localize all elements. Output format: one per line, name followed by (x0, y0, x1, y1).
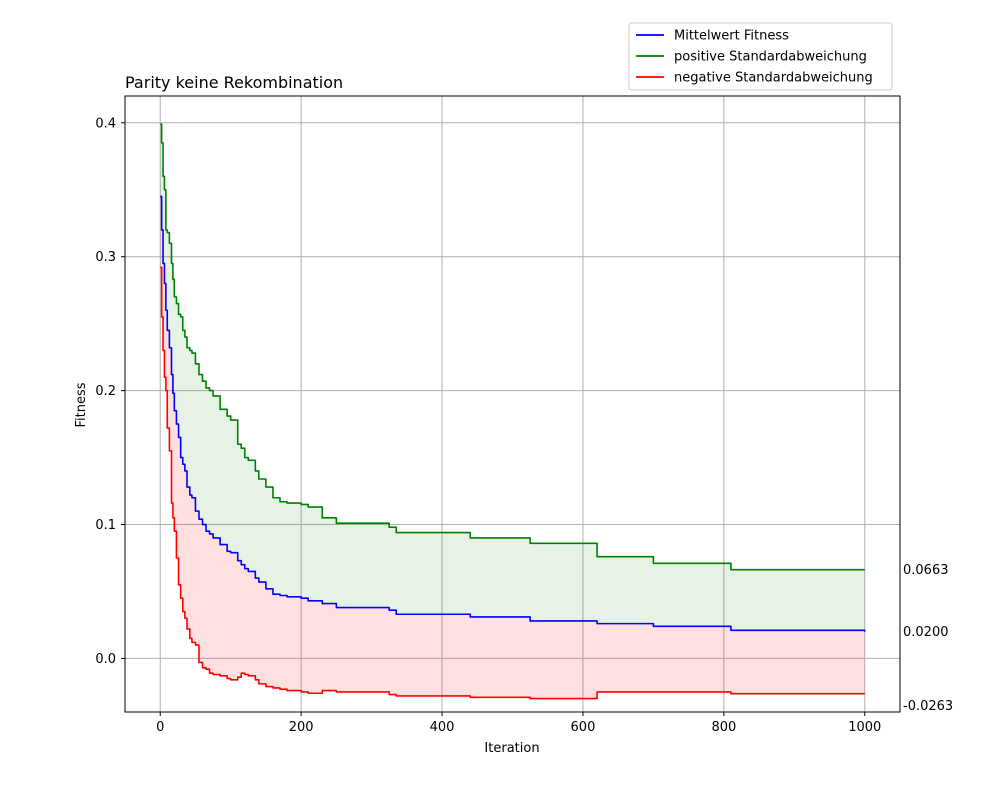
x-tick-label: 800 (711, 720, 736, 735)
series-lines (160, 123, 866, 700)
negative-std-fill (160, 196, 865, 699)
x-tick-label: 0 (156, 720, 164, 735)
end-label-negative: -0.0263 (903, 699, 953, 714)
end-value-labels: 0.0663 0.0200 -0.0263 (903, 563, 953, 714)
y-tick-label: 0.4 (95, 116, 116, 131)
legend-entry: positive Standardabweichung (674, 50, 867, 65)
chart-title: Parity keine Rekombination (125, 73, 343, 92)
y-tick-label: 0.2 (95, 384, 116, 399)
negative-std-line (160, 266, 865, 700)
legend-entry: Mittelwert Fitness (674, 29, 789, 44)
y-axis-label: Fitness (74, 382, 89, 427)
y-tick-label: 0.3 (95, 250, 116, 265)
plot-frame (124, 95, 901, 713)
x-tick-label: 200 (289, 720, 314, 735)
x-tick-label: 1000 (848, 720, 881, 735)
end-label-positive: 0.0663 (903, 563, 949, 578)
mean-fitness-line (160, 195, 866, 632)
grid (125, 96, 900, 712)
legend-box (628, 22, 893, 91)
legend-entry: negative Standardabweichung (674, 71, 873, 86)
positive-std-fill (160, 124, 865, 632)
end-label-mean: 0.0200 (903, 625, 949, 640)
x-axis-label: Iteration (484, 741, 539, 756)
x-tick-label: 600 (571, 720, 596, 735)
positive-std-line (160, 123, 865, 571)
x-tick-label: 400 (430, 720, 455, 735)
legend: Mittelwert Fitness positive Standardabwei… (628, 22, 893, 91)
y-tick-label: 0.0 (95, 652, 116, 667)
y-tick-label: 0.1 (95, 518, 116, 533)
axis-ticks: 0 200 400 600 800 1000 0.0 0.1 0.2 0.3 0.4 (95, 116, 881, 735)
std-fill-areas (160, 124, 865, 699)
